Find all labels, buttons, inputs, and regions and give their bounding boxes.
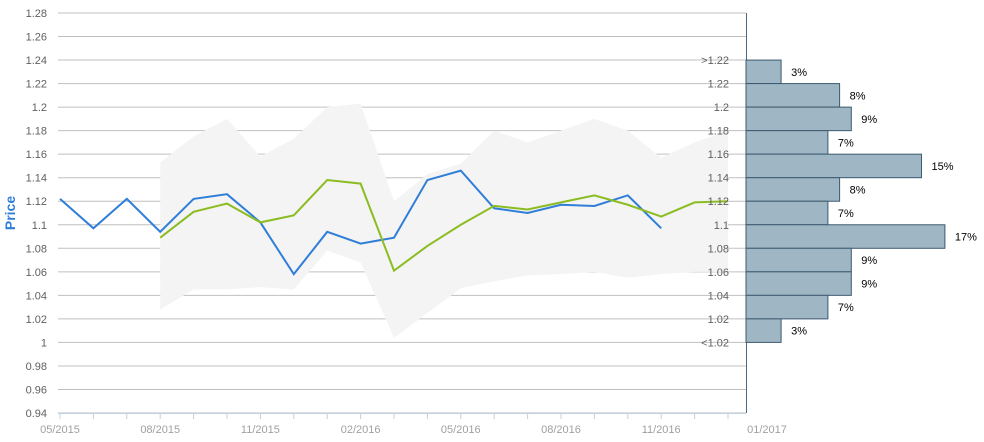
histogram-bar [745, 294, 829, 320]
histogram-bar [745, 200, 829, 226]
histogram-bin-label: 1.08 [708, 243, 729, 255]
histogram-bar-label: 8% [850, 90, 866, 102]
y-tick-label: 1.22 [26, 79, 47, 91]
y-tick-label: 1.28 [26, 8, 47, 20]
x-tick-label: 05/2016 [441, 424, 481, 436]
y-tick-label: 1.24 [26, 55, 47, 67]
histogram-bar-label: 9% [861, 255, 877, 267]
histogram-bin-label: 1.16 [708, 149, 729, 161]
y-tick-label: 1.18 [26, 126, 47, 138]
histogram-bin-label: 1.18 [708, 126, 729, 138]
range-area [160, 103, 728, 338]
x-tick-label: 05/2015 [40, 424, 80, 436]
x-tick-label: 01/2017 [747, 424, 787, 436]
y-tick-label: 1.04 [26, 290, 47, 302]
histogram-bin-label: 1.14 [708, 173, 729, 185]
histogram: 3% 8% 9% 7% 15% 8% 7% 17% 9% 9% 7% 3% >1.22 1.22 1.2 1.… [701, 55, 977, 349]
y-tick-label: 1.2 [32, 102, 47, 114]
x-tick-label: 08/2016 [541, 424, 581, 436]
y-tick-label: 1.06 [26, 267, 47, 279]
histogram-bar-label: 7% [838, 302, 854, 314]
x-tick-label: 11/2016 [642, 424, 681, 436]
histogram-bar [745, 271, 852, 296]
y-tick-label: 1.1 [32, 220, 47, 232]
x-tick-label: 08/2015 [140, 424, 180, 436]
histogram-bin-label: >1.22 [701, 55, 729, 67]
y-tick-label: 1.14 [26, 173, 47, 185]
x-axis: 05/2015 08/2015 11/2015 02/2016 05/2016 08/20… [40, 13, 787, 436]
y-axis-title: Price [2, 196, 18, 230]
series-line-2 [159, 179, 729, 273]
histogram-bar [745, 153, 922, 179]
histogram-bar [745, 177, 841, 202]
histogram-bar-label: 7% [838, 137, 854, 149]
histogram-bin-label: 1.22 [708, 79, 729, 91]
y-tick-label: 1.08 [26, 243, 47, 255]
y-tick-label: 1.26 [26, 32, 47, 44]
histogram-bar [745, 318, 782, 343]
histogram-bar [745, 130, 829, 155]
x-tick-label: 11/2015 [241, 424, 280, 436]
histogram-bar-label: 3% [791, 67, 807, 79]
range-band [160, 103, 728, 338]
histogram-bar-label: 7% [838, 208, 854, 220]
histogram-bin-label: 1.04 [708, 290, 729, 302]
histogram-bar-label: 8% [850, 184, 866, 196]
histogram-bar [745, 247, 852, 273]
histogram-bar-label: 9% [861, 114, 877, 126]
histogram-bar [745, 83, 841, 108]
histogram-bin-label: 1.12 [708, 196, 729, 208]
y-tick-label: 1.16 [26, 149, 47, 161]
y-tick-label: 1.12 [26, 196, 47, 208]
series-lines [59, 169, 729, 276]
histogram-bar-label: 17% [955, 232, 977, 244]
y-tick-label: 1.02 [26, 314, 47, 326]
series-line-1 [59, 169, 662, 276]
histogram-bar-label: 3% [791, 326, 807, 338]
histogram-bin-label: 1.2 [714, 102, 729, 114]
histogram-bin-label: 1.06 [708, 267, 729, 279]
y-tick-label: 1 [41, 337, 47, 349]
histogram-bin-label: 1.1 [714, 220, 729, 232]
x-tick-label: 02/2016 [341, 424, 381, 436]
histogram-bar [745, 59, 782, 85]
y-tick-label: 0.96 [26, 384, 47, 396]
histogram-bar-label: 15% [932, 161, 954, 173]
histogram-bar-label: 9% [861, 279, 877, 291]
y-tick-label: 0.98 [26, 361, 47, 373]
histogram-bin-label: 1.02 [708, 314, 729, 326]
y-axis: 1.28 1.26 1.24 1.22 1.2 1.18 1.16 1.14 1.12 1.1 1.… [26, 8, 47, 420]
histogram-bar [745, 224, 946, 249]
y-tick-label: 0.94 [26, 408, 47, 420]
histogram-bar [745, 106, 852, 132]
histogram-bin-label: <1.02 [701, 337, 729, 349]
